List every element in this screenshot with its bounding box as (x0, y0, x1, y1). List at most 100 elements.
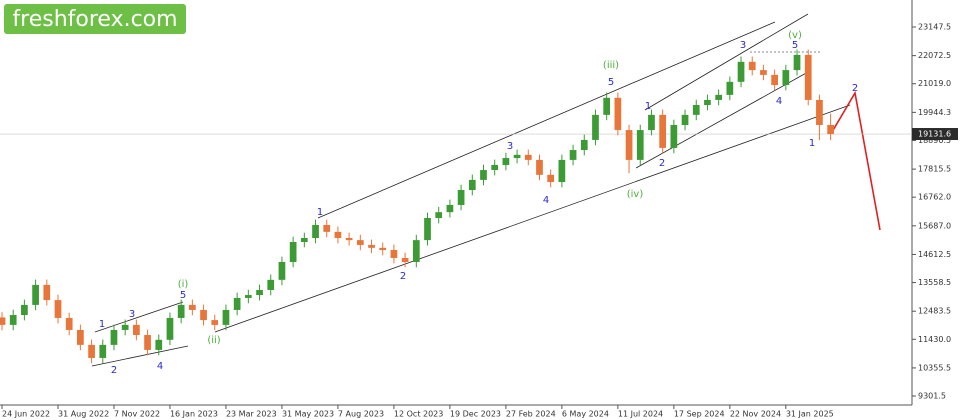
wave-label: 2 (400, 271, 406, 282)
wave-label: (iii) (603, 60, 619, 71)
watermark: freshforex.com (12, 7, 177, 32)
candle-body (715, 94, 723, 100)
candle-body (166, 317, 174, 340)
candle-body (211, 320, 219, 325)
y-tick-label: 21019.0 (918, 79, 951, 88)
candle-body (188, 304, 196, 310)
candle-body (368, 244, 375, 248)
candle-body (580, 139, 588, 151)
candle-body (334, 231, 342, 239)
trendline (644, 13, 809, 111)
current-price-label: 19131.6 (918, 130, 951, 139)
candle-body (502, 158, 510, 165)
candle-body (659, 114, 667, 148)
candle-body (345, 238, 353, 241)
watermark-box (4, 4, 186, 34)
candle-body (177, 304, 185, 318)
candle-body (558, 159, 566, 183)
candle-body (737, 61, 745, 82)
trendlines (91, 13, 851, 367)
x-tick-label: 17 Sep 2024 (674, 410, 725, 419)
wave-label: 1 (317, 207, 323, 218)
wave-label: (iv) (627, 189, 644, 200)
candle-body (446, 204, 454, 213)
candle-body (289, 241, 297, 262)
candle-body (144, 335, 151, 350)
candle-body (267, 279, 275, 290)
candle-body (592, 114, 599, 140)
trendline (635, 71, 809, 169)
candle-body (77, 329, 84, 345)
candle-body (88, 344, 95, 358)
candle-body (827, 124, 834, 135)
candle-body (491, 164, 499, 171)
candle-body (625, 130, 633, 160)
y-tick-label: 22072.5 (918, 51, 951, 60)
candle-body (614, 97, 622, 131)
candle-body (681, 114, 689, 125)
candle-body (256, 289, 263, 296)
candle-body (0, 317, 6, 325)
wave-label: 2 (852, 83, 858, 94)
candle-body (670, 124, 678, 148)
trendline (317, 21, 776, 219)
trendline (91, 345, 189, 367)
x-tick-label: 6 May 2024 (562, 410, 609, 419)
x-tick-label: 31 Aug 2022 (58, 410, 109, 419)
wave-label: 3 (740, 40, 746, 51)
trendline (94, 301, 184, 333)
candle-body (760, 70, 767, 75)
candle-body (21, 304, 28, 316)
y-tick-label: 10355.5 (918, 363, 951, 372)
wave-label: 3 (507, 141, 513, 152)
x-tick-label: 11 Jul 2024 (618, 410, 663, 419)
candle-body (435, 212, 443, 219)
wave-label: (v) (788, 30, 802, 41)
candle-body (603, 97, 611, 115)
x-tick-label: 7 Aug 2023 (338, 410, 384, 419)
candle-body (513, 154, 521, 159)
wave-label: 5 (792, 40, 798, 51)
x-tick-label: 12 Oct 2023 (394, 410, 443, 419)
candle-body (748, 61, 756, 71)
candle-body (547, 174, 555, 183)
wave-label: 3 (129, 309, 135, 320)
candle-body (636, 130, 644, 160)
candle-body (356, 240, 364, 245)
candle-body (726, 81, 734, 95)
y-tick-label: 11430.0 (918, 335, 951, 344)
candle-body (804, 54, 812, 100)
candle-body (468, 179, 476, 191)
x-tick-label: 31 Jan 2025 (786, 410, 834, 419)
candle-body (412, 240, 420, 262)
wave-label: 4 (543, 195, 549, 206)
wave-label: 2 (111, 365, 117, 376)
wave-label: 1 (645, 101, 651, 112)
candle-body (782, 70, 790, 86)
candle-body (43, 284, 51, 301)
candle-body (793, 54, 801, 71)
candle-body (110, 329, 118, 345)
candle-body (536, 159, 543, 175)
x-tick-label: 22 Nov 2024 (730, 410, 781, 419)
y-tick-label: 14612.5 (918, 250, 951, 259)
x-tick-label: 19 Dec 2023 (450, 410, 501, 419)
wave-label: 4 (157, 361, 163, 372)
candle-body (524, 154, 532, 160)
candle-body (648, 114, 655, 131)
x-tick-label: 24 Jun 2022 (2, 410, 50, 419)
candle-body (401, 257, 409, 262)
y-tick-label: 18890.5 (918, 136, 951, 145)
candle-body (155, 339, 163, 350)
x-tick-label: 27 Feb 2024 (506, 410, 556, 419)
current-price-box (912, 128, 958, 141)
x-tick-label: 31 May 2023 (282, 410, 334, 419)
wave-label: 5 (180, 290, 186, 301)
wave-label: 5 (608, 77, 614, 88)
candle-body (65, 317, 73, 330)
candle-body (379, 247, 387, 250)
wave-label: 1 (99, 319, 105, 330)
candle-body (569, 150, 577, 160)
